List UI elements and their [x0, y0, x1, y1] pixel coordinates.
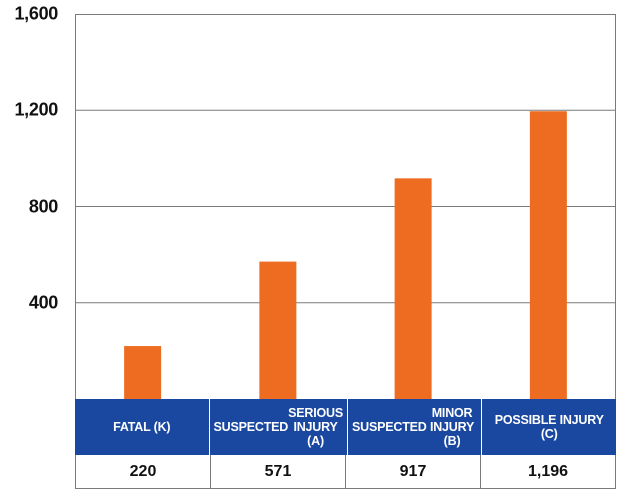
category-label: SUSPECTED MINOR INJURY (B) — [348, 399, 483, 455]
category-label: SUSPECTED SERIOUS INJURY (A) — [210, 399, 348, 455]
bars-layer — [75, 109, 616, 399]
value-row: 220 571 917 1,196 — [75, 455, 616, 489]
y-tick-label: 800 — [28, 196, 58, 216]
category-label: POSSIBLE INJURY (C) — [482, 399, 616, 455]
category-band: FATAL (K) SUSPECTED SERIOUS INJURY (A) SUSP… — [75, 399, 616, 455]
data-label: 1,196 — [527, 462, 569, 480]
category-label-line: MINOR INJURY (B) — [429, 406, 475, 448]
category-label-line: SERIOUS INJURY (A) — [288, 406, 343, 448]
y-tick-label: 400 — [28, 292, 58, 313]
bar-0 — [124, 346, 162, 399]
data-label: 917 — [346, 455, 481, 488]
category-label-line: SUSPECTED — [351, 420, 427, 434]
y-tick-label: 1,200 — [14, 99, 58, 120]
bar-3 — [529, 111, 567, 399]
data-label: 220 — [76, 455, 211, 488]
category-label-line: POSSIBLE INJURY (C) — [494, 413, 604, 441]
y-tick-label: 1,600 — [14, 3, 58, 24]
category-label: FATAL (K) — [75, 399, 210, 455]
category-label-line: SUSPECTED — [213, 420, 289, 434]
category-label-line: FATAL (K) — [113, 420, 171, 434]
data-label: 571 — [211, 455, 346, 488]
bar-1 — [259, 261, 297, 399]
bar-2 — [394, 178, 432, 399]
